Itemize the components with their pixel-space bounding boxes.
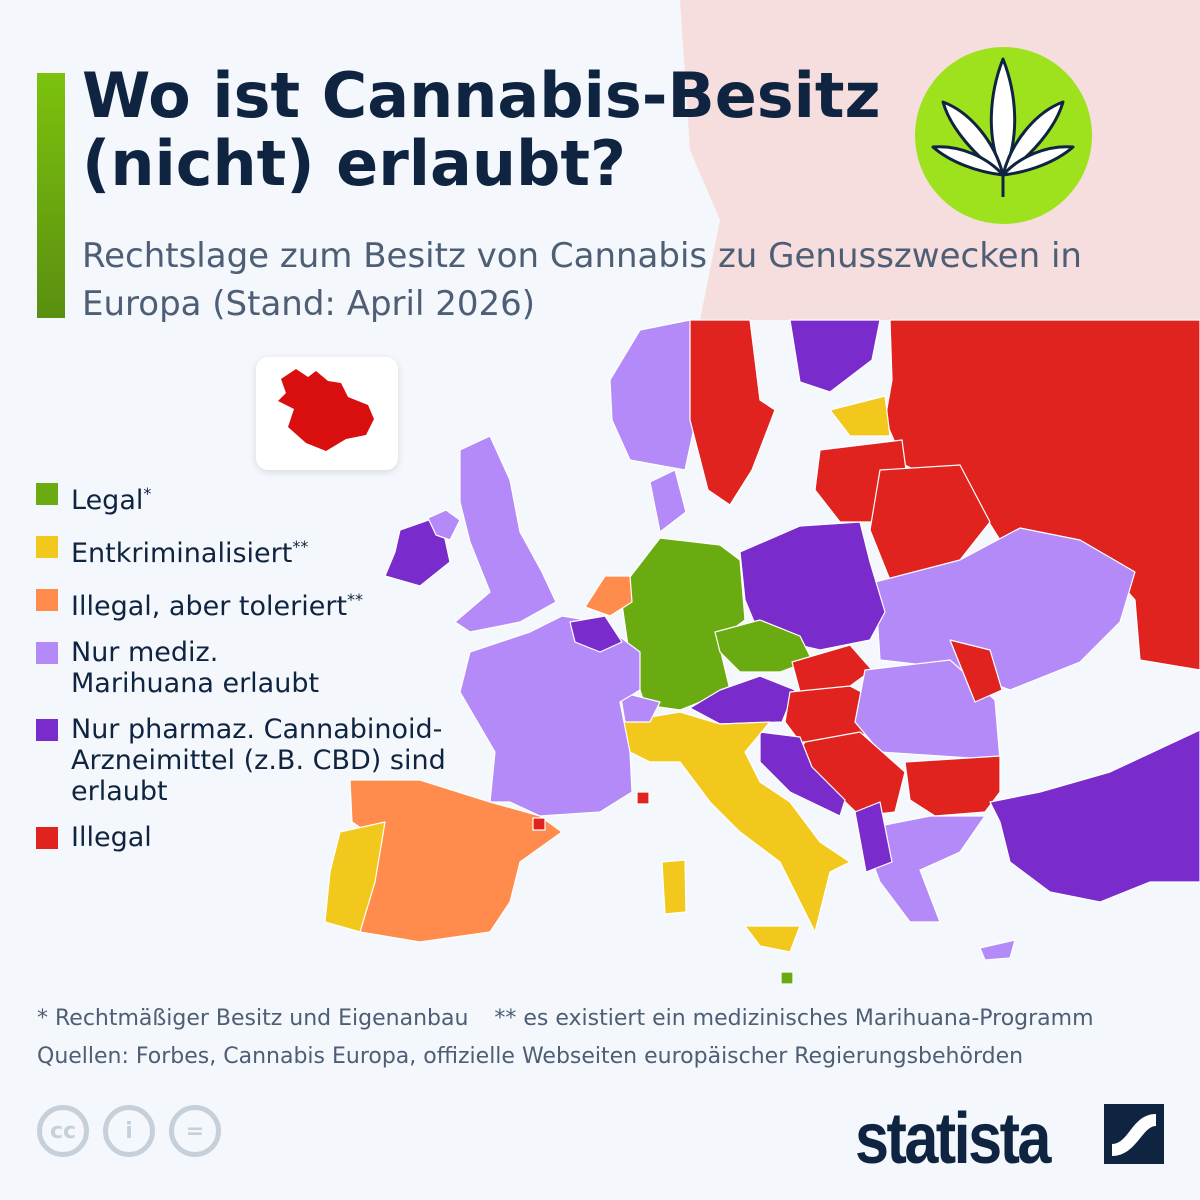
- noderivs-icon: =: [169, 1105, 221, 1157]
- country-sicily[interactable]: [744, 925, 801, 953]
- iceland: [278, 369, 374, 451]
- legend-swatch: [36, 719, 58, 741]
- country-greece[interactable]: [859, 815, 986, 923]
- legend-item-pharma: Nur pharmaz. Cannabinoid-Arzneimittel (z…: [36, 714, 471, 807]
- footnotes: * Rechtmäßiger Besitz und Eigenanbau ** e…: [37, 1000, 1094, 1076]
- country-switzerland[interactable]: [619, 691, 661, 723]
- footnote-medical: ** es existiert ein medizinisches Marihu…: [494, 1006, 1094, 1031]
- country-moldova[interactable]: [949, 639, 1003, 703]
- legend-swatch: [36, 483, 58, 505]
- legend-swatch: [36, 536, 58, 558]
- country-france[interactable]: [459, 615, 641, 817]
- country-estonia[interactable]: [829, 395, 891, 437]
- statista-logo[interactable]: statista: [855, 1099, 1051, 1179]
- cannabis-leaf-icon: [915, 47, 1092, 224]
- source: Quellen: Forbes, Cannabis Europa, offizi…: [37, 1044, 1024, 1069]
- legend-label: Illegal: [71, 822, 152, 853]
- country-uk[interactable]: [454, 435, 557, 633]
- country-slovakia[interactable]: [791, 644, 873, 693]
- country-italy[interactable]: [619, 711, 851, 933]
- footnote-legal: * Rechtmäßiger Besitz und Eigenanbau: [37, 1006, 469, 1031]
- country-albania[interactable]: [854, 801, 893, 873]
- country-cyprus[interactable]: [979, 939, 1016, 961]
- legend-label: Nur mediz. Marihuana erlaubt: [71, 637, 320, 699]
- legend-swatch: [36, 827, 58, 849]
- legend: Legal* Entkriminalisiert** Illegal, aber t…: [36, 478, 471, 868]
- attribution-icon: i: [103, 1105, 155, 1157]
- legend-item-tolerated: Illegal, aber toleriert**: [36, 584, 471, 622]
- country-finland[interactable]: [789, 319, 881, 393]
- country-monaco[interactable]: [636, 791, 650, 805]
- country-malta[interactable]: [780, 971, 794, 985]
- legend-swatch: [36, 642, 58, 664]
- legend-label: Legal*: [71, 484, 152, 516]
- page-title: Wo ist Cannabis-Besitz (nicht) erlaubt?: [82, 59, 881, 200]
- legend-item-medical: Nur mediz. Marihuana erlaubt: [36, 637, 471, 699]
- legend-item-illegal: Illegal: [36, 822, 471, 853]
- country-poland[interactable]: [739, 521, 886, 651]
- country-netherlands[interactable]: [584, 575, 633, 617]
- legend-swatch: [36, 589, 58, 611]
- country-nireland[interactable]: [427, 509, 461, 541]
- country-andorra[interactable]: [532, 817, 546, 831]
- country-portugal[interactable]: [324, 821, 386, 933]
- country-denmark[interactable]: [649, 469, 687, 533]
- country-turkey[interactable]: [989, 729, 1200, 903]
- legend-label: Illegal, aber toleriert**: [71, 590, 364, 622]
- legend-label: Entkriminalisiert**: [71, 537, 309, 569]
- accent-bar: [37, 73, 65, 318]
- iceland-inset: [256, 357, 398, 470]
- country-norway[interactable]: [609, 319, 701, 471]
- country-sardinia[interactable]: [661, 859, 687, 915]
- legend-item-decriminalized: Entkriminalisiert**: [36, 531, 471, 569]
- subtitle: Rechtslage zum Besitz von Cannabis zu Ge…: [82, 236, 1082, 324]
- statista-mark-icon: [1104, 1104, 1164, 1164]
- country-sweden[interactable]: [689, 319, 776, 506]
- country-bulgaria[interactable]: [904, 755, 1001, 817]
- legend-label: Nur pharmaz. Cannabinoid-Arzneimittel (z…: [71, 714, 446, 807]
- legend-item-legal: Legal*: [36, 478, 471, 516]
- license-icons[interactable]: cc i =: [37, 1105, 221, 1157]
- cc-icon: cc: [37, 1105, 89, 1157]
- country-croatia[interactable]: [759, 731, 846, 817]
- country-belgium[interactable]: [569, 615, 623, 653]
